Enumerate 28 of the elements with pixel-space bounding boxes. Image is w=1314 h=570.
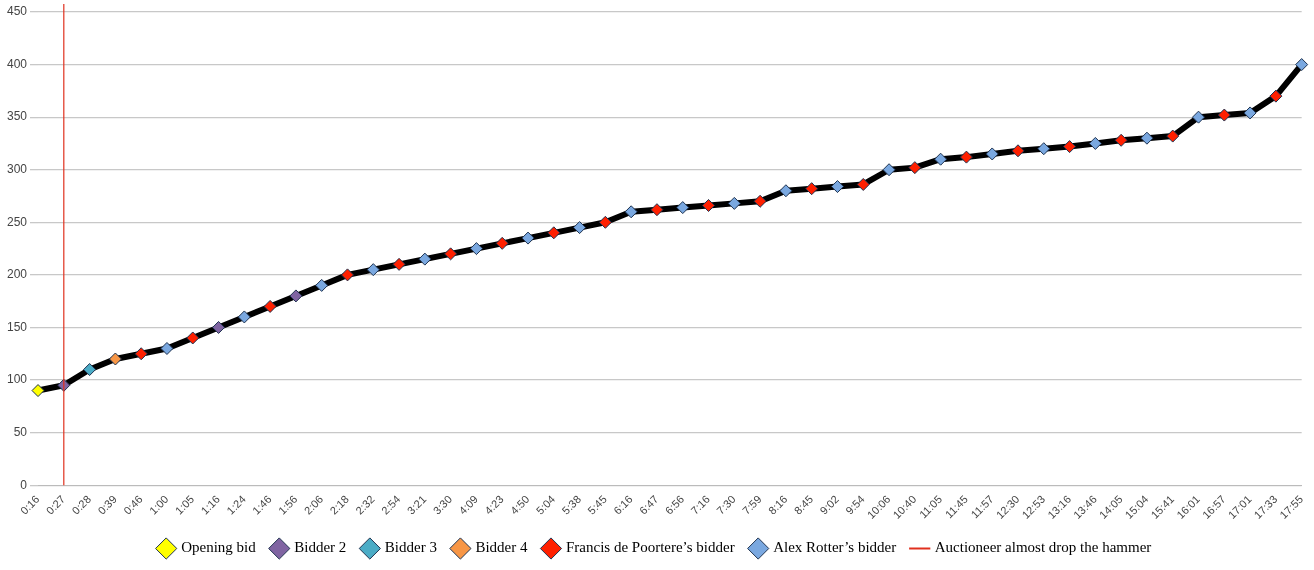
x-tick-label: 6:56: [662, 492, 687, 517]
x-tick-label: 0:39: [95, 492, 119, 517]
x-tick-label: 4:50: [507, 492, 532, 517]
legend-label: Bidder 3: [384, 539, 437, 556]
x-tick-label: 9:54: [843, 492, 867, 517]
legend-label: Opening bid: [181, 539, 257, 556]
legend-label: Bidder 4: [475, 539, 528, 556]
legend-label: Alex Rotter’s bidder: [773, 539, 897, 556]
y-tick-label: 300: [6, 162, 28, 177]
x-tick-label: 3:21: [404, 492, 429, 517]
y-tick-label: 250: [6, 214, 28, 229]
y-tick-label: 350: [6, 109, 28, 124]
y-tick-label: 50: [13, 424, 28, 439]
x-tick-label: 7:59: [740, 492, 764, 517]
y-tick-label: 0: [20, 477, 28, 492]
x-tick-label: 4:09: [456, 492, 480, 517]
x-tick-label: 3:30: [430, 492, 455, 517]
y-tick-label: 100: [6, 372, 28, 387]
y-tick-label: 450: [6, 4, 28, 19]
y-tick-label: 150: [6, 319, 28, 334]
x-tick-label: 0:28: [69, 492, 94, 517]
y-tick-label: 400: [6, 56, 28, 71]
x-tick-label: 7:30: [714, 492, 738, 517]
legend-label: Francis de Poortere’s bidder: [565, 539, 735, 556]
x-tick-label: 5:38: [559, 492, 584, 517]
y-tick-label: 200: [6, 267, 28, 282]
legend-label: Auctioneer almost drop the hammer: [934, 539, 1152, 556]
legend-label: Bidder 2: [294, 539, 347, 556]
